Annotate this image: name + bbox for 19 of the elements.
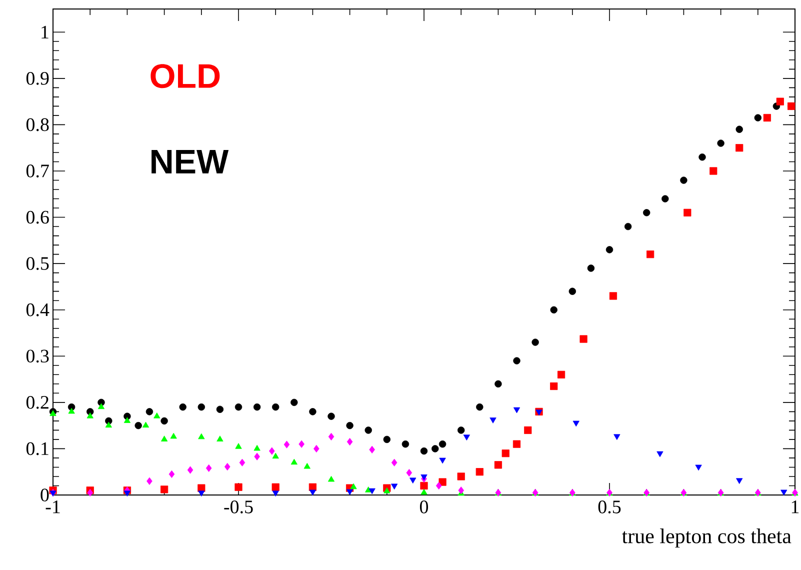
x-axis-title: true lepton cos theta bbox=[622, 528, 792, 548]
y-tick-label: 0.6 bbox=[26, 210, 49, 224]
x-tick-label: 0 bbox=[420, 500, 428, 514]
y-tick-label: 0.8 bbox=[26, 118, 49, 132]
x-tick-label: -0.5 bbox=[224, 500, 253, 514]
y-tick-label: 0.3 bbox=[26, 350, 49, 363]
y-tick-label: 0.7 bbox=[26, 164, 49, 178]
y-tick-label: 0 bbox=[40, 488, 49, 502]
y-tick-label: 0.4 bbox=[26, 303, 50, 316]
y-tick-label: 0.9 bbox=[26, 72, 49, 85]
x-tick-label: 0.5 bbox=[598, 500, 621, 514]
x-tick-label: -1 bbox=[46, 500, 60, 514]
x-tick-label: 1 bbox=[792, 500, 799, 514]
text: NEW bbox=[152, 150, 229, 174]
y-tick-label: 0.5 bbox=[26, 257, 49, 270]
y-tick-label: 0.2 bbox=[26, 396, 48, 409]
y-tick-label: 0.1 bbox=[26, 442, 48, 456]
text: OLD bbox=[150, 64, 220, 88]
y-tick-label: 1 bbox=[42, 26, 48, 38]
